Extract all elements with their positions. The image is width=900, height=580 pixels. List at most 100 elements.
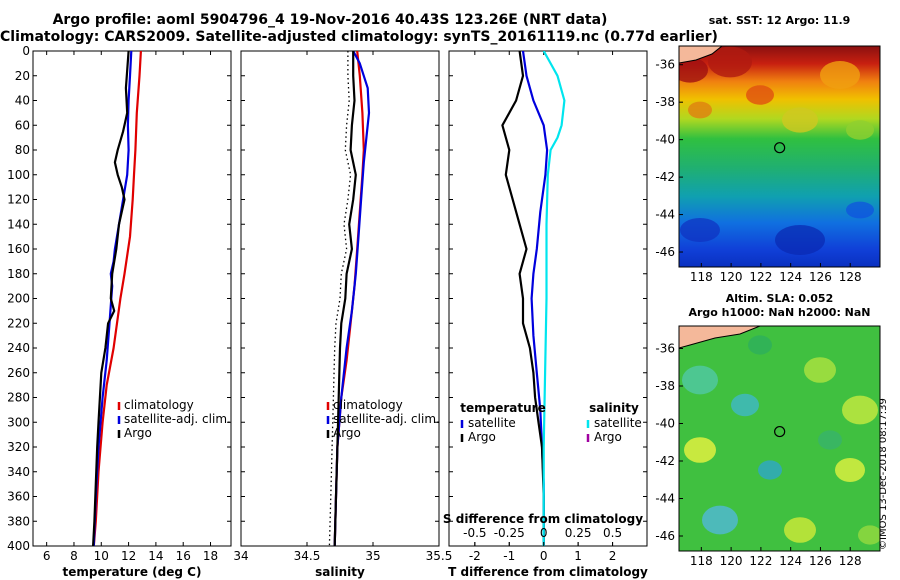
temperature-ytick-label: 60: [15, 118, 30, 132]
sla-feature: [758, 460, 782, 480]
sla_map-ytick-label: -42: [655, 454, 675, 468]
salinity-dotted-profile: [328, 51, 352, 546]
sst_map-panel: 118 120 122 124 126 128 -36 -38 -40 -42 -44 -46 sat.…: [655, 14, 881, 284]
temperature-legend-label: climatology: [124, 398, 194, 412]
sla-feature: [835, 458, 865, 482]
salinity-xtick-label: 34: [233, 549, 248, 563]
temperature-ytick-label: 400: [7, 539, 30, 553]
salinity-legend-label: climatology: [333, 398, 403, 412]
temperature-legend-label: satellite-adj. clim.: [124, 412, 231, 426]
sla_map-ytick-label: -36: [655, 342, 675, 356]
sst_map-argo-marker: [774, 142, 786, 154]
temperature-series-argo: [92, 51, 130, 546]
sst-feature: [846, 120, 874, 140]
sla-feature: [731, 393, 759, 417]
temperature-ytick-label: 100: [7, 168, 30, 182]
temperature-ytick-label: 280: [7, 391, 30, 405]
temperature-ytick-label: 200: [7, 292, 30, 306]
temperature-ytick-label: 260: [7, 366, 30, 380]
difference-legend-label: Argo: [594, 430, 622, 444]
sla_map-xtick-label: 122: [749, 554, 772, 568]
difference-s-xtick-label: 0.5: [603, 526, 622, 540]
sla_map-ytick-label: -44: [655, 492, 675, 506]
difference-legend-label: satellite: [594, 416, 642, 430]
sst-feature: [775, 225, 825, 255]
sla_map-ytick-label: -38: [655, 379, 675, 393]
sst_map-xtick-label: 118: [690, 270, 713, 284]
sst-feature: [782, 107, 818, 133]
temperature-panel: 0 20 40 60 80 100 120 140 160 180 200 220 240 260 280 3…: [7, 44, 232, 579]
figure-title-line-2: Climatology: CARS2009. Satellite-adjuste…: [0, 29, 718, 45]
difference-legend-salinity-title: salinity: [589, 401, 639, 415]
temperature-xtick-label: 14: [148, 549, 163, 563]
sla_map-field: [679, 326, 880, 551]
salinity-xlabel: salinity: [315, 565, 365, 579]
salinity-series-group: [328, 51, 371, 546]
temperature-ytick-label: 40: [15, 94, 30, 108]
sst-feature: [820, 61, 860, 89]
difference-s-xtick-label: 0.25: [565, 526, 592, 540]
sla-land: [679, 326, 761, 349]
sla_map-argo-marker: [774, 425, 786, 438]
sla_map-panel: 118 120 122 124 126 128 -36 -38 -40 -42 -44 -46 Alti…: [655, 292, 881, 568]
difference-legend-label: satellite: [468, 416, 516, 430]
salinity-xtick-label: 34.5: [294, 549, 321, 563]
temperature-ytick-label: 220: [7, 316, 30, 330]
temperature-ytick-label: 380: [7, 514, 30, 528]
temperature-xtick-label: 10: [94, 549, 109, 563]
figure-title-line-1: Argo profile: aoml 5904796_4 19-Nov-2016…: [52, 12, 608, 28]
salinity-axes-frame: [240, 50, 440, 547]
difference-s-axis-label: S difference from climatology: [443, 512, 643, 526]
difference-xtick-label: 0: [540, 549, 548, 563]
sst-map-title: sat. SST: 12 Argo: 11.9: [709, 14, 851, 27]
temperature-xlabel: temperature (deg C): [63, 565, 202, 579]
sla_map-ytick-label: -46: [655, 529, 675, 543]
difference-series-group: [501, 51, 566, 546]
salinity-panel: 34 34.5 35 35.5 salinity climatologysatellite…: [233, 50, 452, 579]
sst_map-field: [679, 46, 880, 267]
sst-feature: [708, 46, 752, 78]
sst_map-frame: [678, 45, 881, 268]
difference-xtick-label: 2: [609, 549, 617, 563]
temperature-legend-label: Argo: [124, 426, 152, 440]
sla-feature: [842, 395, 878, 425]
sla_map-xtick-label: 120: [720, 554, 743, 568]
sla-map-title-line-1: Altim. SLA: 0.052: [726, 292, 833, 305]
temperature-xtick-label: 18: [203, 549, 218, 563]
temperature-xtick-label: 16: [176, 549, 191, 563]
temperature-ytick-label: 240: [7, 341, 30, 355]
difference-s-xtick-label: -0.25: [494, 526, 525, 540]
sst-feature: [680, 218, 720, 242]
sla_map-xtick-label: 128: [839, 554, 862, 568]
sst_map-xtick-label: 120: [720, 270, 743, 284]
sst_map-ytick-label: -40: [655, 133, 675, 147]
difference-panel: -2 -1 0 1 2 T difference from climatology -0.5…: [443, 50, 648, 579]
sst_map-xtick-label: 124: [779, 270, 802, 284]
sst-feature: [746, 85, 774, 105]
temperature-ytick-label: 300: [7, 415, 30, 429]
sla-feature: [682, 365, 718, 395]
sst_map-xtick-label: 126: [809, 270, 832, 284]
sst_map-ytick-label: -38: [655, 95, 675, 109]
difference-s-xtick-label: -0.5: [463, 526, 486, 540]
temperature-series-group: [92, 51, 142, 546]
sla-feature: [858, 525, 880, 545]
temperature-ytick-label: 140: [7, 217, 30, 231]
sla_map-xtick-label: 124: [779, 554, 802, 568]
salinity-xtick-label: 35: [365, 549, 380, 563]
difference-series-t-argo: [501, 51, 545, 546]
temperature-ytick-label: 80: [15, 143, 30, 157]
temperature-ytick-label: 180: [7, 267, 30, 281]
temperature-xtick-label: 12: [121, 549, 136, 563]
sst-feature: [688, 101, 712, 119]
temperature-ytick-label: 340: [7, 465, 30, 479]
sla-map-title-line-2: Argo h1000: NaN h2000: NaN: [688, 306, 870, 319]
salinity-series-argo: [333, 51, 357, 546]
sst_map-xtick-label: 122: [749, 270, 772, 284]
sla-feature: [784, 517, 816, 543]
sst_map-ytick-label: -46: [655, 245, 675, 259]
sla_map-xtick-label: 118: [690, 554, 713, 568]
temperature-ytick-label: 160: [7, 242, 30, 256]
difference-xlabel: T difference from climatology: [448, 565, 648, 579]
